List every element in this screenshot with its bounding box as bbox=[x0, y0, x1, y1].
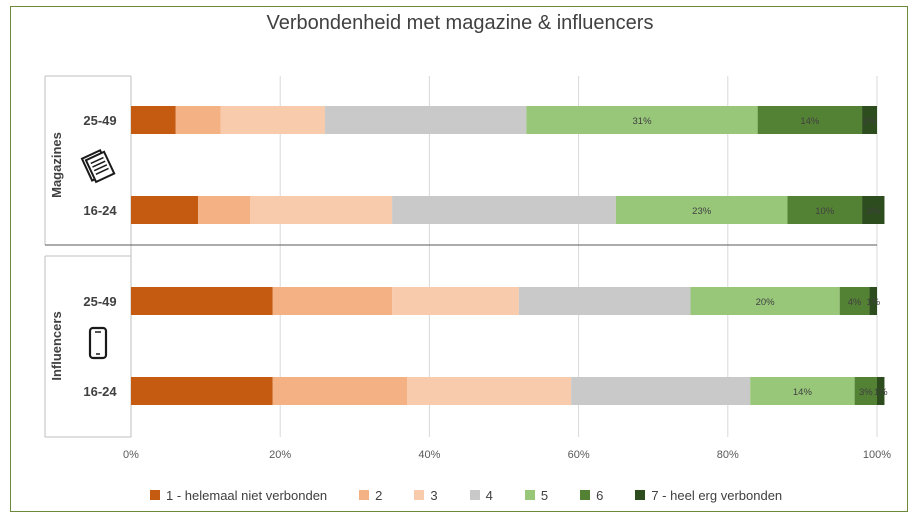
legend-item: 1 - helemaal niet verbonden bbox=[150, 488, 327, 503]
legend-item: 6 bbox=[580, 488, 603, 503]
legend-swatch bbox=[580, 490, 591, 500]
bar-segment bbox=[131, 377, 273, 405]
group-label: Influencers bbox=[49, 311, 64, 380]
x-tick-label: 100% bbox=[863, 449, 891, 461]
bar-segment bbox=[131, 196, 199, 224]
data-label: 1% bbox=[874, 387, 888, 398]
data-label: 20% bbox=[756, 297, 776, 308]
bar-segment bbox=[787, 196, 863, 224]
category-label: 16-24 bbox=[83, 384, 117, 399]
legend-swatch bbox=[469, 490, 480, 500]
bar-segment bbox=[220, 106, 325, 134]
legend-swatch bbox=[359, 490, 370, 500]
data-label: 31% bbox=[633, 116, 653, 127]
legend-item: 7 - heel erg verbonden bbox=[635, 488, 782, 503]
chart-legend: 1 - helemaal niet verbonden 2 3 4 5 6 7 - heel… bbox=[150, 486, 870, 504]
bar-segment bbox=[272, 377, 408, 405]
x-tick-label: 80% bbox=[717, 449, 739, 461]
legend-item: 5 bbox=[524, 487, 549, 503]
legend-label: 2 bbox=[375, 487, 383, 503]
legend-swatch bbox=[414, 490, 425, 500]
data-label: 3% bbox=[859, 387, 873, 398]
bar-segment bbox=[615, 196, 788, 224]
data-label: 23% bbox=[692, 206, 712, 217]
category-label: 25-49 bbox=[83, 113, 116, 128]
bar-segment bbox=[175, 106, 221, 134]
bar-segment bbox=[392, 287, 519, 315]
legend-item: 2 bbox=[359, 488, 382, 503]
data-label: 10% bbox=[815, 206, 835, 217]
data-label: 4% bbox=[848, 297, 862, 308]
bar-segment bbox=[750, 377, 855, 405]
legend-item: 3 bbox=[414, 487, 438, 503]
legend-label: 5 bbox=[540, 487, 549, 503]
bar-segment bbox=[250, 196, 393, 224]
legend-label: 1 - helemaal niet verbonden bbox=[166, 487, 328, 503]
bar-segment bbox=[392, 196, 616, 224]
bar-segment bbox=[862, 106, 877, 134]
bar-segment bbox=[198, 196, 251, 224]
group-label: Magazines bbox=[49, 132, 64, 198]
bar-segment bbox=[690, 287, 840, 315]
bar-segment bbox=[757, 106, 863, 134]
bar-segment bbox=[407, 377, 572, 405]
bar-segment bbox=[571, 377, 751, 405]
x-tick-label: 0% bbox=[123, 449, 139, 461]
bar-segment bbox=[131, 106, 176, 134]
bar-segment bbox=[526, 106, 758, 134]
newspaper-icon bbox=[80, 148, 116, 184]
bar-segment bbox=[272, 287, 393, 315]
bar-segment bbox=[862, 196, 885, 224]
legend-swatch bbox=[150, 490, 160, 500]
bar-segment bbox=[854, 377, 877, 405]
data-label: 2% bbox=[863, 116, 877, 127]
bar-segment bbox=[839, 287, 870, 315]
legend-label: 3 bbox=[430, 487, 438, 503]
data-label: 14% bbox=[793, 387, 813, 398]
bar-segment bbox=[518, 287, 691, 315]
x-tick-label: 20% bbox=[269, 449, 291, 461]
x-tick-label: 60% bbox=[568, 449, 590, 461]
category-label: 16-24 bbox=[83, 203, 117, 218]
category-label: 25-49 bbox=[83, 294, 116, 309]
legend-swatch bbox=[524, 490, 535, 500]
smartphone-icon bbox=[88, 326, 108, 360]
bar-segment bbox=[131, 287, 273, 315]
legend-label: 4 bbox=[485, 487, 493, 503]
chart-frame bbox=[10, 6, 908, 512]
legend-item: 4 bbox=[469, 487, 493, 503]
data-label: 3% bbox=[866, 206, 880, 217]
data-label: 14% bbox=[800, 116, 820, 127]
legend-label: 6 bbox=[596, 487, 604, 503]
bar-segment bbox=[324, 106, 527, 134]
chart-title: Verbondenheid met magazine & influencers bbox=[266, 12, 654, 34]
bar-segment bbox=[869, 287, 877, 315]
data-label: 1% bbox=[866, 297, 880, 308]
bar-segment bbox=[877, 377, 885, 405]
legend-swatch bbox=[635, 490, 646, 500]
x-tick-label: 40% bbox=[418, 449, 440, 461]
legend-label: 7 - heel erg verbonden bbox=[651, 487, 783, 503]
